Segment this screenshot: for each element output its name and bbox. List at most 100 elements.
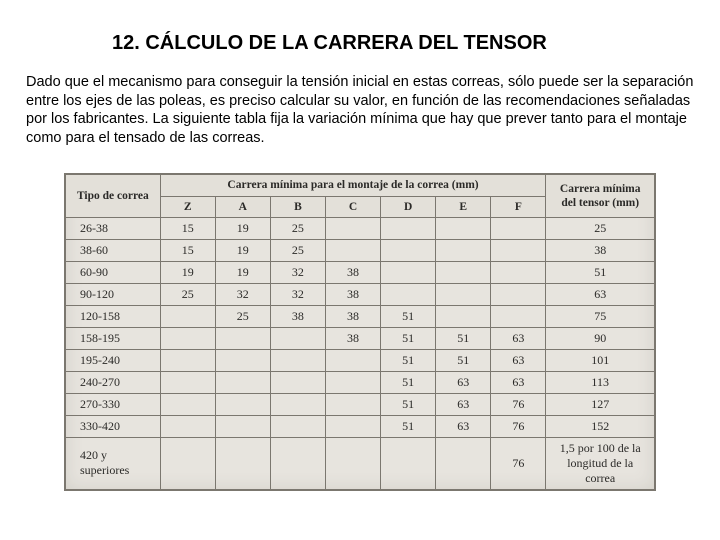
cell-value: 15 <box>160 217 215 239</box>
cell-value: 63 <box>491 371 546 393</box>
intro-paragraph: Dado que el mecanismo para conseguir la … <box>26 73 694 147</box>
cell-tipo: 90-120 <box>66 283 161 305</box>
table-row: 120-1582538385175 <box>66 305 655 327</box>
cell-value <box>491 217 546 239</box>
cell-value: 38 <box>325 305 380 327</box>
cell-tipo: 120-158 <box>66 305 161 327</box>
cell-value <box>215 415 270 437</box>
cell-value <box>160 415 215 437</box>
col-header-z: Z <box>160 196 215 217</box>
cell-value <box>381 217 436 239</box>
cell-value: 38 <box>325 327 380 349</box>
cell-value <box>325 239 380 261</box>
cell-value: 25 <box>270 239 325 261</box>
cell-value <box>381 437 436 489</box>
cell-value <box>436 217 491 239</box>
table-row: 38-6015192538 <box>66 239 655 261</box>
table-body: 26-381519252538-601519253860-90191932385… <box>66 217 655 489</box>
cell-value <box>160 305 215 327</box>
cell-value: 63 <box>436 371 491 393</box>
cell-value <box>160 393 215 415</box>
col-header-a: A <box>215 196 270 217</box>
cell-value <box>436 283 491 305</box>
cell-min-tensor: 51 <box>546 261 655 283</box>
cell-min-tensor: 90 <box>546 327 655 349</box>
cell-value <box>270 349 325 371</box>
cell-value <box>270 393 325 415</box>
cell-value: 76 <box>491 393 546 415</box>
cell-value <box>160 327 215 349</box>
belt-tensioner-table: Tipo de correa Carrera mínima para el mo… <box>65 174 655 490</box>
cell-value: 25 <box>215 305 270 327</box>
cell-tipo: 26-38 <box>66 217 161 239</box>
col-header-e: E <box>436 196 491 217</box>
cell-value: 38 <box>270 305 325 327</box>
col-header-f: F <box>491 196 546 217</box>
cell-tipo: 330-420 <box>66 415 161 437</box>
cell-value: 63 <box>491 349 546 371</box>
table-row: 195-240515163101 <box>66 349 655 371</box>
cell-value: 15 <box>160 239 215 261</box>
cell-value <box>325 217 380 239</box>
cell-value: 63 <box>436 393 491 415</box>
col-header-c: C <box>325 196 380 217</box>
cell-value <box>270 327 325 349</box>
cell-value <box>270 437 325 489</box>
cell-tipo: 420 y superiores <box>66 437 161 489</box>
cell-value: 25 <box>160 283 215 305</box>
cell-min-tensor: 25 <box>546 217 655 239</box>
table-row: 270-330516376127 <box>66 393 655 415</box>
section-title: 12. CÁLCULO DE LA CARRERA DEL TENSOR <box>112 32 694 55</box>
cell-value <box>270 371 325 393</box>
table-row: 330-420 516376152 <box>66 415 655 437</box>
cell-value <box>325 371 380 393</box>
cell-min-tensor: 63 <box>546 283 655 305</box>
table-header: Tipo de correa Carrera mínima para el mo… <box>66 175 655 218</box>
col-header-min-tensor: Carrera mínima del tensor (mm) <box>546 175 655 218</box>
cell-value <box>436 261 491 283</box>
cell-value: 51 <box>381 415 436 437</box>
cell-value: 51 <box>436 349 491 371</box>
table-row: 240-270516363113 <box>66 371 655 393</box>
cell-min-tensor: 127 <box>546 393 655 415</box>
cell-min-tensor: 38 <box>546 239 655 261</box>
cell-value: 32 <box>215 283 270 305</box>
cell-value: 63 <box>491 327 546 349</box>
cell-value <box>325 349 380 371</box>
cell-value: 32 <box>270 261 325 283</box>
cell-value: 19 <box>215 239 270 261</box>
cell-value <box>160 371 215 393</box>
cell-value <box>215 327 270 349</box>
cell-value <box>491 305 546 327</box>
cell-value: 19 <box>215 261 270 283</box>
cell-value <box>491 239 546 261</box>
cell-value: 63 <box>436 415 491 437</box>
col-header-d: D <box>381 196 436 217</box>
cell-value <box>215 437 270 489</box>
cell-min-tensor: 152 <box>546 415 655 437</box>
col-header-b: B <box>270 196 325 217</box>
cell-value: 51 <box>381 327 436 349</box>
table-row: 26-3815192525 <box>66 217 655 239</box>
cell-value <box>215 393 270 415</box>
table-row: 60-901919323851 <box>66 261 655 283</box>
cell-value: 76 <box>491 437 546 489</box>
cell-value <box>215 349 270 371</box>
cell-tipo: 158-195 <box>66 327 161 349</box>
cell-tipo: 270-330 <box>66 393 161 415</box>
cell-value: 51 <box>436 327 491 349</box>
cell-tipo: 240-270 <box>66 371 161 393</box>
cell-value: 51 <box>381 349 436 371</box>
cell-value: 51 <box>381 305 436 327</box>
cell-min-tensor: 113 <box>546 371 655 393</box>
cell-value: 38 <box>325 261 380 283</box>
cell-value <box>491 283 546 305</box>
cell-value: 19 <box>160 261 215 283</box>
cell-value <box>325 393 380 415</box>
col-header-tipo: Tipo de correa <box>66 175 161 218</box>
cell-value <box>436 305 491 327</box>
cell-value <box>270 415 325 437</box>
belt-tensioner-table-container: Tipo de correa Carrera mínima para el mo… <box>64 173 656 491</box>
cell-value: 32 <box>270 283 325 305</box>
cell-value: 76 <box>491 415 546 437</box>
